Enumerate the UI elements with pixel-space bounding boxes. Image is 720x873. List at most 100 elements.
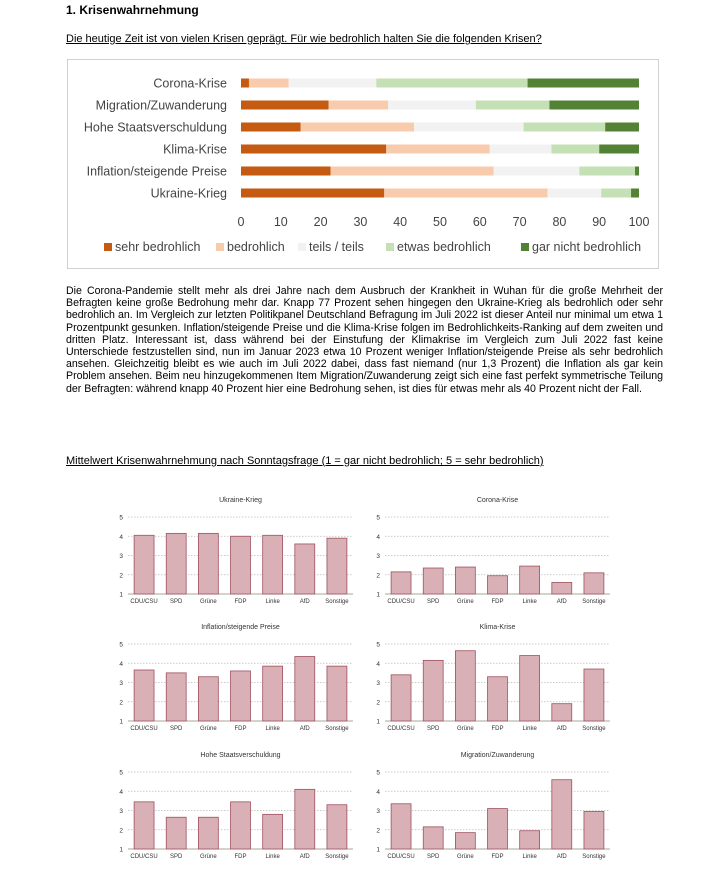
x-tick-label: AfD <box>557 726 568 732</box>
legend-swatch <box>298 243 306 251</box>
y-tick-label: 3 <box>376 808 380 815</box>
bar <box>551 703 573 722</box>
x-tick-label: Linke <box>522 854 537 860</box>
y-tick-label: 3 <box>119 680 123 687</box>
bar <box>230 670 251 722</box>
bar <box>262 534 284 595</box>
bar-segment <box>475 100 550 110</box>
legend-swatch <box>216 243 224 251</box>
legend-swatch <box>521 243 529 251</box>
y-tick-label: 4 <box>376 789 380 796</box>
bar <box>326 537 348 595</box>
bar <box>326 665 348 722</box>
x-tick-label: 0 <box>238 215 245 229</box>
bar-segment <box>549 100 639 110</box>
x-tick-label: Grüne <box>457 726 474 732</box>
bar <box>197 816 219 850</box>
x-tick-label: Linke <box>265 599 280 605</box>
y-tick-label: 5 <box>119 642 123 649</box>
x-tick-label: Grüne <box>200 599 217 605</box>
x-tick-label: 20 <box>314 215 328 229</box>
x-tick-label: CDU/CSU <box>387 726 414 732</box>
x-tick-label: SPD <box>427 599 440 605</box>
y-tick-label: 2 <box>376 572 380 579</box>
y-tick-label: 3 <box>376 680 380 687</box>
bar <box>422 567 444 595</box>
x-tick-label: CDU/CSU <box>130 854 157 860</box>
x-tick-label: 30 <box>353 215 367 229</box>
x-tick-label: AfD <box>300 599 311 605</box>
bar <box>519 655 541 722</box>
mean-chart-migration: Migration/Zuwanderung 1 2 3 4 5 CDU/CSU SPD Grün… <box>376 752 610 860</box>
x-tick-label: 40 <box>393 215 407 229</box>
bar-segment <box>523 122 606 132</box>
x-tick-label: Sonstige <box>325 726 349 732</box>
mean-chart-ukraine: Ukraine-Krieg 1 2 3 4 5 CDU/CSU SPD Grüne FDP Link… <box>119 497 353 605</box>
chart-title: Corona-Krise <box>477 497 518 504</box>
x-tick-label: SPD <box>427 854 440 860</box>
bar-segment <box>248 78 289 88</box>
y-tick-label: 1 <box>376 847 380 854</box>
bar <box>197 676 219 722</box>
y-tick-label: 3 <box>119 553 123 560</box>
mean-chart-klima: Klima-Krise 1 2 3 4 5 CDU/CSU SPD Grüne FDP Linke A… <box>376 624 610 732</box>
bar-segment <box>241 122 301 132</box>
bar-segment <box>241 78 249 88</box>
bar-segment <box>579 166 636 176</box>
bar <box>422 826 444 850</box>
x-tick-label: Grüne <box>457 599 474 605</box>
bar-segment <box>330 166 494 176</box>
chart-title: Migration/Zuwanderung <box>461 752 535 759</box>
x-tick-label: Grüne <box>457 854 474 860</box>
stacked-bar-chart-frame: Corona-Krise Migration/Zuwanderung Hohe St… <box>67 59 659 269</box>
stacked-bar-chart: Corona-Krise Migration/Zuwanderung Hohe St… <box>84 77 650 255</box>
bar <box>454 832 476 850</box>
x-tick-label: SPD <box>170 726 183 732</box>
y-tick-label: 5 <box>376 515 380 522</box>
x-tick-label: CDU/CSU <box>387 599 414 605</box>
y-tick-label: 2 <box>119 572 123 579</box>
bar <box>230 535 251 595</box>
bar-segment <box>605 122 639 132</box>
bar-segment <box>601 188 632 198</box>
x-tick-label: Sonstige <box>582 599 606 605</box>
x-tick-label: SPD <box>170 599 183 605</box>
x-tick-label: FDP <box>492 726 504 732</box>
y-tick-label: 3 <box>376 553 380 560</box>
x-tick-label: 80 <box>552 215 566 229</box>
bar-segment <box>388 100 476 110</box>
bar-segment <box>241 144 387 154</box>
bar-segment <box>551 144 600 154</box>
bar-segment <box>489 144 552 154</box>
chart-title: Klima-Krise <box>480 624 516 631</box>
bar <box>551 779 573 850</box>
bar <box>165 532 187 595</box>
bar <box>487 575 508 595</box>
bar-segment <box>288 78 377 88</box>
bar <box>583 668 605 722</box>
bar <box>422 659 444 722</box>
bar-segment <box>386 144 490 154</box>
x-tick-label: SPD <box>427 726 440 732</box>
x-tick-label: FDP <box>235 599 247 605</box>
x-tick-label: Sonstige <box>325 854 349 860</box>
bar <box>487 808 508 850</box>
chart-title: Inflation/steigende Preise <box>201 624 280 631</box>
bar-segment <box>241 188 385 198</box>
bar <box>390 571 412 595</box>
y-tick-label: 1 <box>119 719 123 726</box>
x-tick-label: Linke <box>265 726 280 732</box>
bar-segment <box>328 100 389 110</box>
y-tick-label: 4 <box>119 661 123 668</box>
x-tick-label: AfD <box>300 726 311 732</box>
x-tick-label: SPD <box>170 854 183 860</box>
y-tick-label: 2 <box>119 699 123 706</box>
x-tick-label: FDP <box>235 854 247 860</box>
bar-segment <box>599 144 639 154</box>
bar <box>487 676 508 722</box>
y-tick-label: 4 <box>376 661 380 668</box>
category-label: Migration/Zuwanderung <box>96 99 227 113</box>
x-tick-label: Grüne <box>200 854 217 860</box>
x-tick-label: Grüne <box>200 726 217 732</box>
legend-label: teils / teils <box>309 240 364 254</box>
